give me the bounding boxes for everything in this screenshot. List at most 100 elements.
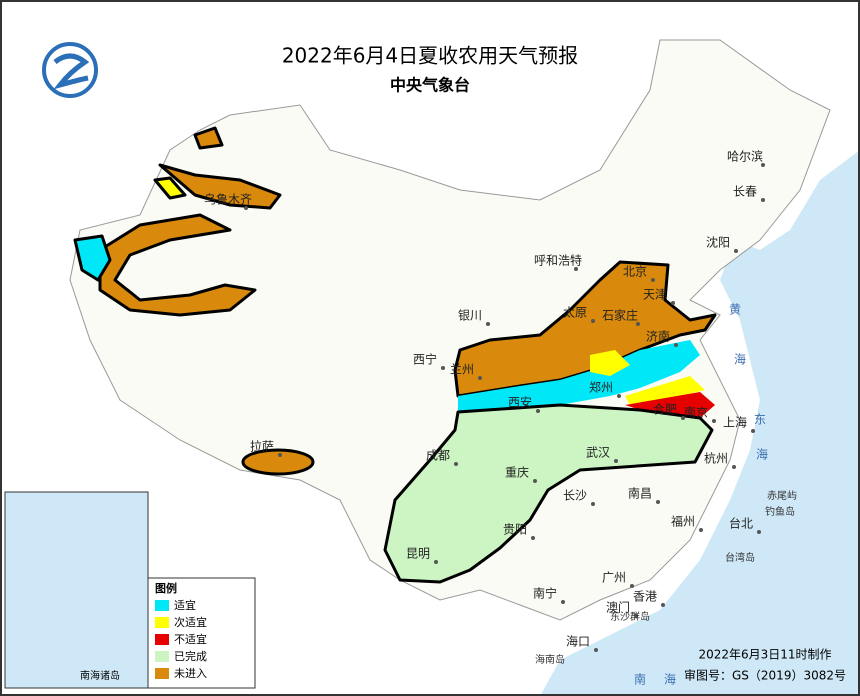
title: 2022年6月4日夏收农用天气预报 — [282, 44, 578, 68]
city-label: 拉萨 — [250, 439, 274, 454]
legend-swatch — [155, 634, 169, 645]
city-label: 哈尔滨 — [727, 149, 763, 164]
city-dot — [636, 322, 640, 326]
city-dot — [454, 462, 458, 466]
region — [383, 403, 714, 584]
city-label: 长沙 — [563, 489, 587, 503]
city-label: 成都 — [426, 449, 450, 463]
logo-mark — [53, 53, 90, 90]
footer-made: 2022年6月3日11时制作 — [698, 648, 831, 662]
city-label: 西宁 — [413, 352, 437, 367]
inset — [4, 491, 149, 689]
city-label: 北京 — [623, 265, 647, 279]
legend-swatch — [155, 668, 169, 679]
place-label: 台湾岛 — [725, 551, 755, 564]
city-dot — [699, 528, 703, 532]
city-dot — [531, 536, 535, 540]
city-dot — [630, 584, 634, 588]
city-label: 乌鲁木齐 — [204, 192, 252, 207]
city-dot — [434, 560, 438, 564]
city-dot — [732, 465, 736, 469]
place-label: 南 — [634, 672, 646, 687]
city-dot — [278, 453, 282, 457]
place-label: 海南岛 — [535, 653, 565, 666]
city-dot — [561, 600, 565, 604]
city-dot — [681, 416, 685, 420]
city-dot — [536, 409, 540, 413]
region — [153, 176, 187, 200]
legend-label: 不适宜 — [174, 632, 207, 646]
city-dot — [594, 648, 598, 652]
place-label: 东沙群岛 — [610, 610, 650, 623]
region — [158, 163, 282, 210]
city-label: 太原 — [563, 305, 587, 320]
city-label: 长春 — [733, 185, 757, 199]
legend-label: 未进入 — [174, 667, 207, 680]
place-label: 海 — [756, 447, 768, 462]
city-label: 沈阳 — [706, 235, 730, 250]
city-dot — [244, 206, 248, 210]
city-dot — [486, 322, 490, 326]
city-label: 广州 — [602, 571, 626, 585]
city-label: 南昌 — [628, 486, 652, 501]
city-dot — [761, 198, 765, 202]
city-dot — [617, 394, 621, 398]
city-label: 台北 — [729, 516, 753, 531]
legend-swatch — [155, 600, 169, 611]
place-label: 钓鱼岛 — [765, 505, 795, 518]
city-label: 昆明 — [406, 547, 430, 561]
city-dot — [751, 429, 755, 433]
city-dot — [591, 319, 595, 323]
region — [241, 448, 315, 476]
city-dot — [614, 459, 618, 463]
city-label: 石家庄 — [602, 308, 638, 323]
city-label: 合肥 — [653, 402, 677, 417]
city-label: 福州 — [671, 514, 695, 529]
city-dot — [591, 502, 595, 506]
city-dot — [761, 163, 765, 167]
city-label: 南宁 — [533, 586, 557, 601]
city-label: 贵阳 — [503, 523, 527, 537]
city-label: 西安 — [508, 395, 532, 410]
city-label: 上海 — [723, 415, 747, 430]
logo — [42, 42, 98, 98]
legend-label: 适宜 — [174, 598, 196, 612]
subtitle: 中央气象台 — [390, 76, 470, 95]
city-label: 海口 — [566, 634, 590, 649]
city-label: 香港 — [633, 590, 657, 604]
region — [98, 213, 257, 317]
inset-title: 南海诸岛 — [80, 669, 120, 682]
city-label: 南京 — [684, 405, 708, 420]
region — [590, 350, 630, 376]
city-dot — [441, 366, 445, 370]
legend-swatch — [155, 617, 169, 628]
city-dot — [674, 343, 678, 347]
city-label: 兰州 — [450, 363, 474, 377]
place-label: 海 — [664, 672, 676, 687]
city-dot — [634, 614, 638, 618]
city-label: 郑州 — [589, 380, 613, 395]
city-dot — [533, 479, 537, 483]
city-dot — [712, 419, 716, 423]
legend-label: 已完成 — [174, 649, 207, 663]
city-label: 济南 — [646, 329, 670, 344]
city-label: 天津 — [643, 288, 667, 302]
place-label: 东 — [754, 413, 766, 427]
region — [625, 376, 705, 405]
city-label: 呼和浩特 — [534, 253, 582, 268]
region — [73, 234, 112, 282]
legend-label: 次适宜 — [174, 615, 207, 629]
city-dot — [478, 376, 482, 380]
region — [193, 126, 224, 150]
region — [458, 340, 700, 412]
city-dot — [574, 267, 578, 271]
city-label: 银川 — [458, 309, 482, 323]
city-dot — [661, 603, 665, 607]
city-label: 杭州 — [704, 451, 728, 466]
sea — [540, 150, 860, 696]
city-label: 澳门 — [606, 600, 630, 615]
place-label: 海 — [734, 352, 746, 367]
city-dot — [757, 530, 761, 534]
